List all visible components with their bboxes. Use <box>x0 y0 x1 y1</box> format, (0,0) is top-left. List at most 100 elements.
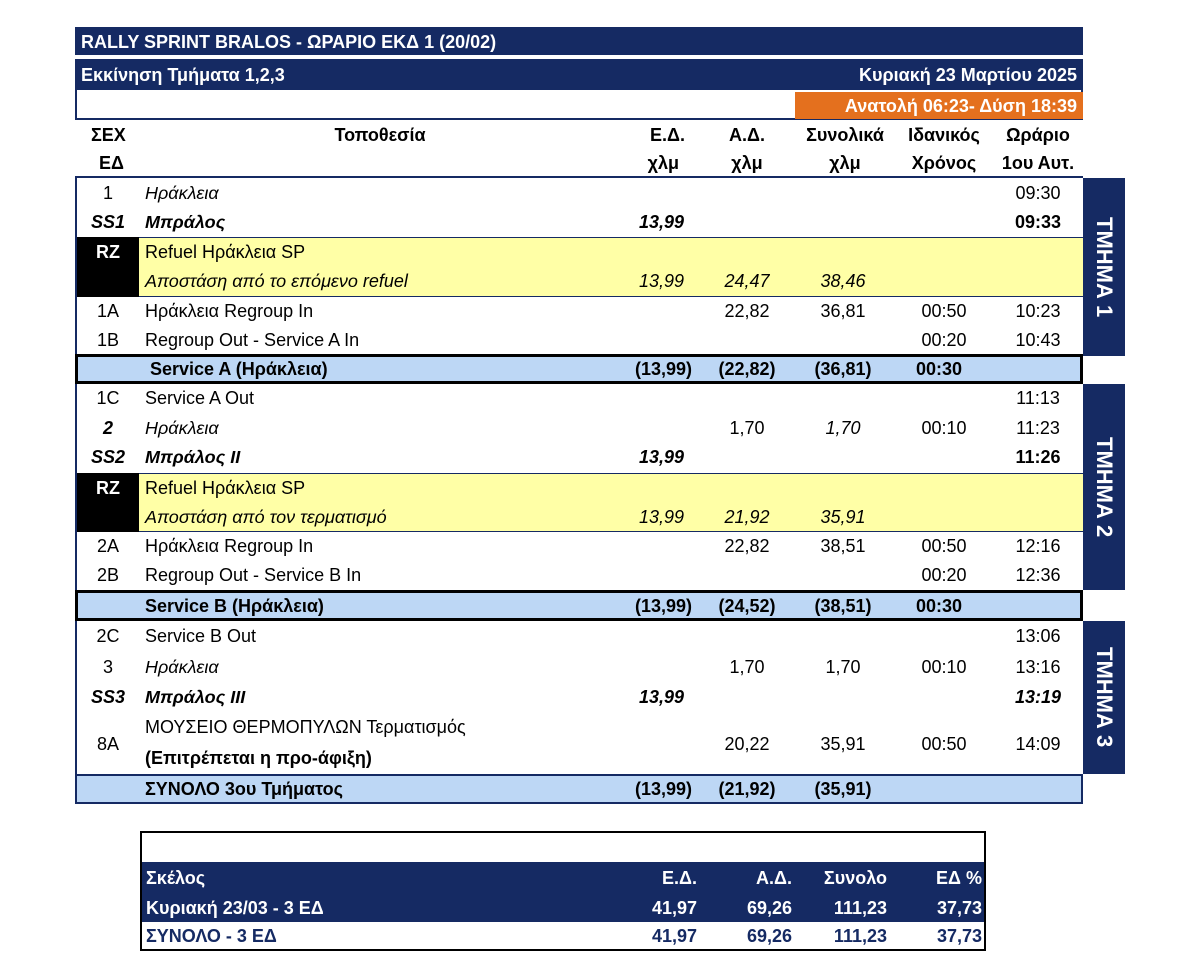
tc-cell: 2A <box>96 536 120 556</box>
time-cell: 09:33 <box>1014 212 1062 232</box>
ideal-time-cell: 00:30 <box>915 359 963 379</box>
section-badge-3: ΤΜΗΜΑ 3 <box>1083 621 1125 774</box>
sun-times: Ανατολή 06:23- Δύση 18:39 <box>844 96 1077 116</box>
ss-km-cell: (13,99) <box>634 779 692 799</box>
rz-cell-2 <box>77 473 139 532</box>
section-label-2: ΤΜΗΜΑ 2 <box>1092 437 1117 538</box>
summary-ss-cell: 41,97 <box>651 898 697 918</box>
time-cell: 12:36 <box>1015 565 1061 585</box>
total-km-cell: (36,81) <box>814 359 872 379</box>
sun-times-badge: Ανατολή 06:23- Δύση 18:39 <box>795 92 1083 119</box>
col-ideal-1: Ιδανικός <box>908 125 980 145</box>
summary-row: Κυριακή 23/03 - 3 ΕΔ 41,97 69,26 111,23 … <box>142 893 984 922</box>
location-cell: Μπράλος <box>145 212 226 232</box>
time-cell: 11:26 <box>1015 447 1061 467</box>
ss-km-cell: (13,99) <box>634 359 692 379</box>
location-cell: Μπράλος ΙΙ <box>145 447 241 467</box>
summary-col-liaison: Α.Δ. <box>756 868 792 888</box>
summary-liaison-cell: 69,26 <box>746 898 792 918</box>
summary-col-leg: Σκέλος <box>146 868 206 888</box>
col-total-1: Συνολικά <box>806 125 884 145</box>
col-ss-2: χλμ <box>647 153 679 173</box>
ideal-time-cell: 00:10 <box>921 418 967 438</box>
total-km-cell: 1,70 <box>825 418 861 438</box>
time-cell: 12:16 <box>1015 536 1061 556</box>
rz-label: RZ <box>96 242 120 262</box>
summary-liaison-cell: 69,26 <box>746 926 792 946</box>
ideal-time-cell: 00:50 <box>921 734 967 754</box>
tc-cell: 2 <box>102 418 113 438</box>
liaison-km-cell: 24,47 <box>724 271 770 291</box>
liaison-km-cell: 22,82 <box>724 301 770 321</box>
tc-cell: SS1 <box>90 212 126 232</box>
summary-total-row: ΣΥΝΟΛΟ - 3 ΕΔ 41,97 69,26 111,23 37,73 <box>142 922 984 949</box>
start-sections-label: Εκκίνηση Τμήματα 1,2,3 <box>81 65 285 85</box>
location-cell: Service B Out <box>145 626 257 646</box>
ideal-time-cell: 00:50 <box>921 301 967 321</box>
time-cell: 13:16 <box>1015 657 1061 677</box>
table-left-border <box>75 178 77 804</box>
location-cell: Ηράκλεια <box>145 183 219 203</box>
ss-km-cell: (13,99) <box>634 596 692 616</box>
tc-cell: 1C <box>96 388 120 408</box>
location-cell: Αποστάση από το επόμενο refuel <box>145 271 408 291</box>
col-time-1: Ωράριο <box>1006 125 1070 145</box>
time-cell: 11:23 <box>1016 418 1060 438</box>
total-km-cell: 35,91 <box>820 734 866 754</box>
ss-km-cell: 13,99 <box>638 212 684 232</box>
ideal-time-cell: 00:10 <box>921 657 967 677</box>
location-cell: ΣΥΝΟΛΟ 3ου Τμήματος <box>145 779 343 799</box>
stage-total-band <box>75 774 1083 804</box>
location-cell: Refuel Ηράκλεια SP <box>145 478 306 498</box>
tc-cell: 1A <box>96 301 120 321</box>
time-cell: 10:43 <box>1015 330 1061 350</box>
tc-cell: SS2 <box>90 447 126 467</box>
section-badge-1: ΤΜΗΜΑ 1 <box>1083 178 1125 356</box>
location-cell: Regroup Out - Service B In <box>145 565 362 585</box>
service-b-band <box>75 590 1083 621</box>
tc-cell: 3 <box>102 657 113 677</box>
location-cell: Ηράκλεια Regroup In <box>145 536 314 556</box>
time-cell: 10:23 <box>1015 301 1061 321</box>
time-cell: 13:06 <box>1015 626 1061 646</box>
summary-ss-pct-cell: 37,73 <box>936 898 982 918</box>
ss-km-cell: 13,99 <box>638 271 684 291</box>
section-badge-2: ΤΜΗΜΑ 2 <box>1083 384 1125 590</box>
service-a-band <box>75 354 1083 384</box>
liaison-km-cell: (24,52) <box>718 596 776 616</box>
liaison-km-cell: (21,92) <box>718 779 776 799</box>
section-label-3: ΤΜΗΜΑ 3 <box>1092 647 1117 748</box>
ideal-time-cell: 00:30 <box>915 596 963 616</box>
location-cell: Αποστάση από τον τερματισμό <box>145 507 387 527</box>
liaison-km-cell: 21,92 <box>724 507 770 527</box>
event-date: Κυριακή 23 Μαρτίου 2025 <box>859 65 1077 85</box>
total-km-cell: 38,46 <box>820 271 866 291</box>
rz-label: RZ <box>96 478 120 498</box>
section-label-1: ΤΜΗΜΑ 1 <box>1092 217 1117 318</box>
total-km-cell: (35,91) <box>814 779 872 799</box>
summary-table: Σκέλος Ε.Δ. Α.Δ. Συνολο ΕΔ % Κυριακή 23/… <box>140 831 986 951</box>
col-total-2: χλμ <box>829 153 861 173</box>
summary-total-cell: 111,23 <box>833 898 887 918</box>
location-cell: Μπράλος ΙΙΙ <box>145 687 246 707</box>
tc-cell: SS3 <box>90 687 126 707</box>
time-cell: 13:19 <box>1014 687 1062 707</box>
title-bar: RALLY SPRINT BRALOS - ΩΡΑΡΙΟ ΕΚΔ 1 (20/0… <box>75 27 1083 57</box>
ss-km-cell: 13,99 <box>638 447 684 467</box>
summary-header: Σκέλος Ε.Δ. Α.Δ. Συνολο ΕΔ % <box>142 862 984 893</box>
ideal-time-cell: 00:20 <box>921 565 967 585</box>
refuel-block-1 <box>139 237 1083 297</box>
tc-cell: 1B <box>96 330 120 350</box>
liaison-km-cell: 22,82 <box>724 536 770 556</box>
page-title: RALLY SPRINT BRALOS - ΩΡΑΡΙΟ ΕΚΔ 1 (20/0… <box>81 32 497 52</box>
summary-col-total: Συνολο <box>823 868 887 888</box>
location-note-cell: (Επιτρέπεται η προ-άφιξη) <box>145 748 372 768</box>
ideal-time-cell: 00:50 <box>921 536 967 556</box>
col-liaison-1: Α.Δ. <box>729 125 765 145</box>
col-time-2: 1ου Αυτ. <box>1001 153 1075 173</box>
total-km-cell: 36,81 <box>820 301 866 321</box>
location-cell: Service A Out <box>145 388 255 408</box>
summary-ss-cell: 41,97 <box>651 926 697 946</box>
subtitle-bar: Εκκίνηση Τμήματα 1,2,3 Κυριακή 23 Μαρτίο… <box>75 59 1083 90</box>
total-km-cell: (38,51) <box>814 596 872 616</box>
